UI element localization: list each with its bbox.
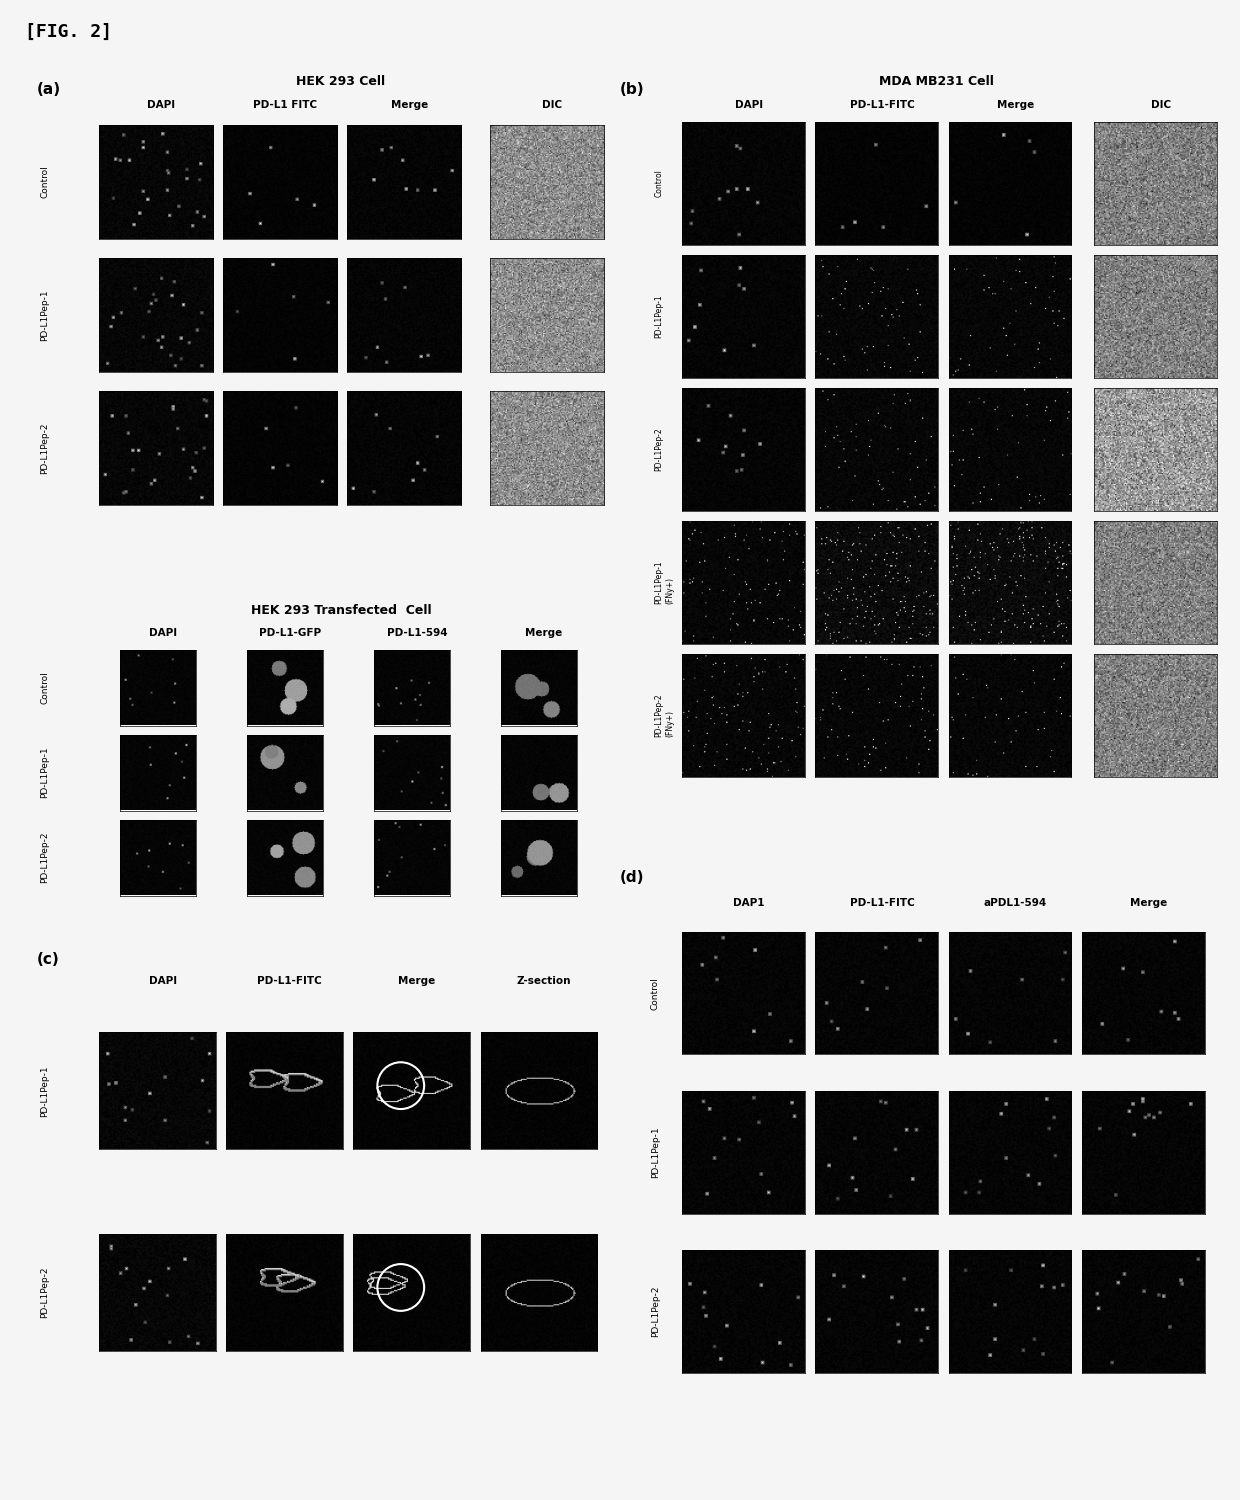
Text: PD-L1Pep-1: PD-L1Pep-1 bbox=[41, 290, 50, 340]
Text: PD-L1-FITC: PD-L1-FITC bbox=[258, 975, 322, 986]
Text: DAPI: DAPI bbox=[149, 627, 177, 638]
Text: DAP1: DAP1 bbox=[733, 897, 764, 908]
Text: DAPI: DAPI bbox=[149, 975, 177, 986]
Text: DAPI: DAPI bbox=[734, 99, 763, 109]
Text: PD-L1Pep-1: PD-L1Pep-1 bbox=[651, 1126, 660, 1178]
Text: PD-L1Pep-1: PD-L1Pep-1 bbox=[41, 1065, 50, 1116]
Text: (d): (d) bbox=[620, 870, 645, 885]
Text: HEK 293 Transfected  Cell: HEK 293 Transfected Cell bbox=[250, 604, 432, 618]
Text: PD-L1-594: PD-L1-594 bbox=[387, 627, 448, 638]
Text: (a): (a) bbox=[37, 82, 61, 98]
Text: Control: Control bbox=[41, 165, 50, 198]
Text: DIC: DIC bbox=[542, 99, 562, 109]
Text: PD-L1-GFP: PD-L1-GFP bbox=[259, 627, 321, 638]
Text: Merge: Merge bbox=[398, 975, 435, 986]
Text: PD-L1Pep-1: PD-L1Pep-1 bbox=[655, 294, 663, 339]
Text: Control: Control bbox=[651, 976, 660, 1010]
Text: PD-L1Pep-2: PD-L1Pep-2 bbox=[41, 1268, 50, 1318]
Text: Merge: Merge bbox=[997, 99, 1034, 109]
Text: aPDL1-594: aPDL1-594 bbox=[983, 897, 1047, 908]
Text: (c): (c) bbox=[37, 952, 60, 968]
Text: PD-L1-FITC: PD-L1-FITC bbox=[849, 99, 914, 109]
Text: DAPI: DAPI bbox=[148, 99, 175, 109]
Text: Control: Control bbox=[655, 170, 663, 198]
Text: (b): (b) bbox=[620, 82, 645, 98]
Text: PD-L1Pep-2: PD-L1Pep-2 bbox=[41, 831, 50, 884]
Text: PD-L1Pep-2: PD-L1Pep-2 bbox=[41, 423, 50, 474]
Text: DIC: DIC bbox=[1151, 99, 1171, 109]
Text: HEK 293 Cell: HEK 293 Cell bbox=[296, 75, 386, 88]
Text: [FIG. 2]: [FIG. 2] bbox=[25, 22, 112, 40]
Text: PD-L1Pep-2
(FNy+): PD-L1Pep-2 (FNy+) bbox=[655, 693, 675, 736]
Text: Control: Control bbox=[41, 670, 50, 704]
Text: Merge: Merge bbox=[526, 627, 563, 638]
Text: PD-L1 FITC: PD-L1 FITC bbox=[253, 99, 317, 109]
Text: Z-section: Z-section bbox=[517, 975, 572, 986]
Text: Merge: Merge bbox=[1130, 897, 1167, 908]
Text: PD-L1Pep-2: PD-L1Pep-2 bbox=[655, 427, 663, 471]
Text: PD-L1Pep-2: PD-L1Pep-2 bbox=[651, 1286, 660, 1338]
Text: Merge: Merge bbox=[391, 99, 428, 109]
Text: MDA MB231 Cell: MDA MB231 Cell bbox=[879, 75, 993, 88]
Text: PD-L1Pep-1
(FNy+): PD-L1Pep-1 (FNy+) bbox=[655, 561, 675, 604]
Text: PD-L1Pep-1: PD-L1Pep-1 bbox=[41, 747, 50, 798]
Text: PD-L1-FITC: PD-L1-FITC bbox=[849, 897, 914, 908]
